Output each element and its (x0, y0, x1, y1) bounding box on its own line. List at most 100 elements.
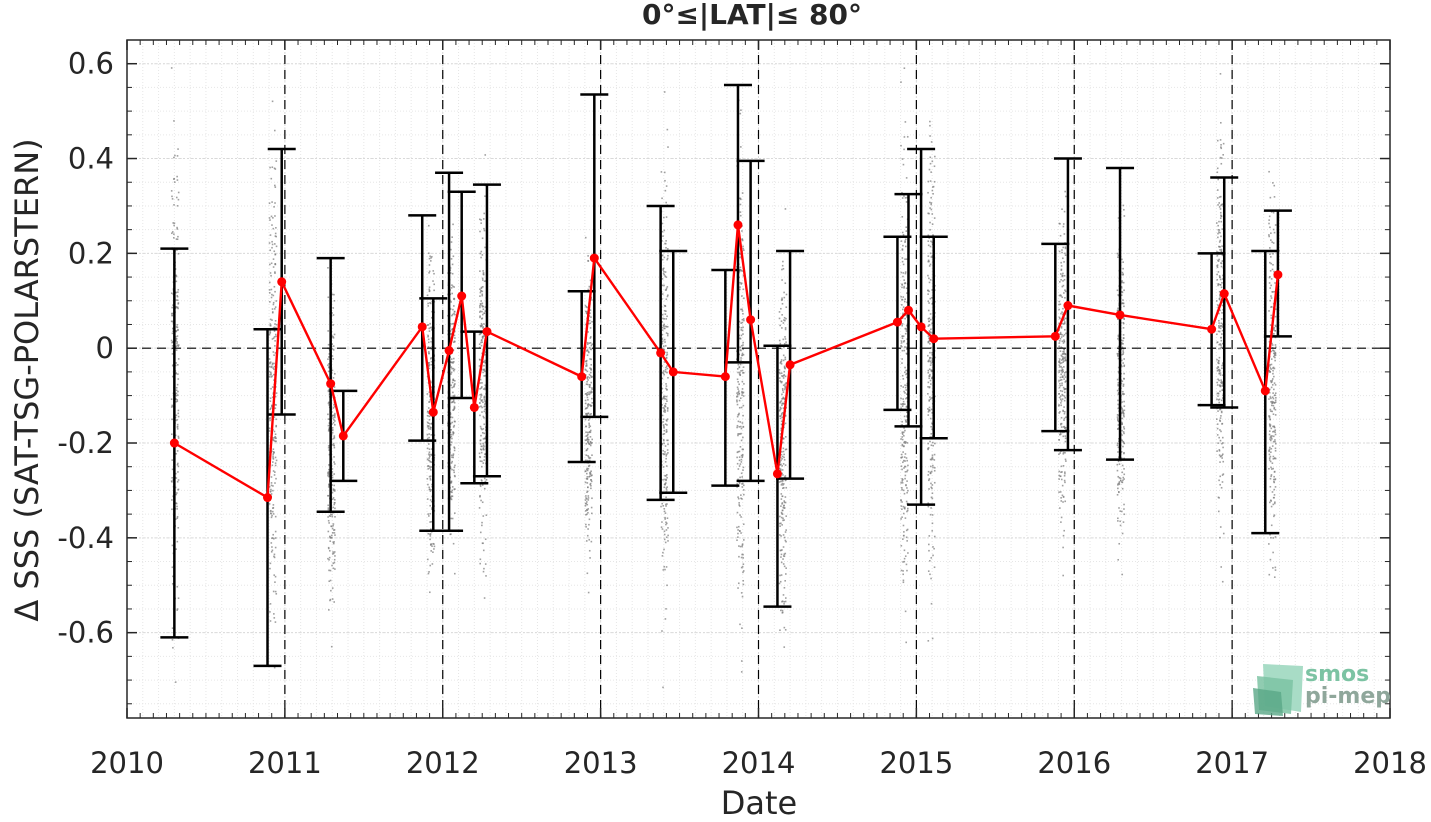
scatter-point (928, 479, 930, 482)
scatter-point (481, 336, 484, 339)
scatter-point (483, 398, 486, 401)
scatter-point (1062, 246, 1065, 249)
scatter-point (478, 343, 481, 345)
scatter-point (333, 551, 336, 553)
scatter-point (662, 424, 665, 426)
scatter-point (482, 462, 485, 464)
scatter-point (742, 312, 744, 315)
scatter-point (781, 549, 783, 551)
scatter-point (1063, 351, 1065, 353)
scatter-point (736, 424, 739, 427)
scatter-point (171, 314, 173, 317)
scatter-point (482, 308, 485, 311)
scatter-point (426, 437, 429, 440)
scatter-point (174, 330, 177, 332)
scatter-point (666, 410, 669, 412)
scatter-point (332, 421, 335, 424)
scatter-point (274, 345, 276, 347)
scatter-point (930, 347, 932, 349)
scatter-point (902, 234, 905, 236)
scatter-point (589, 440, 592, 443)
scatter-point (739, 463, 742, 465)
scatter-point (333, 436, 336, 439)
scatter-point (174, 291, 177, 294)
scatter-point (1269, 261, 1271, 264)
scatter-point (428, 475, 431, 478)
scatter-point (332, 349, 335, 351)
scatter-point (1117, 399, 1119, 402)
scatter-point (453, 286, 455, 288)
scatter-point (588, 422, 590, 425)
scatter-point (905, 373, 907, 376)
scatter-point (271, 537, 273, 540)
scatter-point (929, 279, 932, 281)
scatter-point (177, 358, 180, 360)
scatter-point (784, 328, 787, 331)
scatter-point (906, 487, 908, 489)
scatter-point (902, 308, 904, 311)
scatter-point (778, 317, 781, 320)
scatter-point (172, 327, 174, 330)
scatter-point (738, 390, 740, 392)
scatter-point (1274, 566, 1277, 569)
scatter-point (740, 592, 743, 594)
scatter-point (665, 455, 668, 457)
scatter-point (661, 313, 664, 316)
scatter-point (269, 301, 271, 303)
scatter-point (782, 450, 785, 453)
scatter-point (479, 270, 481, 272)
scatter-point (1218, 372, 1221, 375)
scatter-point (933, 165, 936, 168)
scatter-point (273, 474, 276, 476)
scatter-point (1273, 430, 1275, 433)
scatter-point (783, 316, 786, 319)
scatter-point (587, 499, 590, 501)
scatter-point (327, 430, 330, 432)
scatter-point (431, 508, 433, 511)
scatter-point (429, 477, 432, 480)
scatter-point (900, 271, 903, 274)
scatter-point (1062, 272, 1064, 275)
scatter-point (428, 436, 430, 439)
scatter-point (1219, 211, 1222, 214)
scatter-point (737, 391, 740, 394)
scatter-point (1123, 412, 1125, 415)
scatter-point (1217, 510, 1220, 513)
scatter-point (1273, 406, 1276, 409)
scatter-point (587, 403, 590, 405)
scatter-point (665, 185, 668, 187)
scatter-point (332, 497, 335, 499)
scatter-point (430, 386, 433, 388)
scatter-point (450, 373, 452, 375)
scatter-point (271, 100, 274, 103)
scatter-point (900, 403, 902, 406)
scatter-point (429, 322, 431, 325)
scatter-point (452, 357, 455, 360)
scatter-point (664, 189, 667, 192)
scatter-point (450, 371, 453, 374)
scatter-point (272, 489, 274, 492)
scatter-point (780, 407, 782, 410)
scatter-point (666, 353, 669, 356)
scatter-point (328, 453, 331, 456)
scatter-point (931, 458, 934, 460)
scatter-point (452, 400, 455, 403)
scatter-point (429, 475, 432, 478)
scatter-point (270, 376, 273, 378)
scatter-point (736, 393, 739, 396)
scatter-point (736, 483, 738, 485)
scatter-point (271, 514, 273, 517)
scatter-point (742, 484, 745, 487)
scatter-point (591, 402, 594, 404)
scatter-point (586, 572, 589, 575)
scatter-point (1117, 517, 1119, 520)
scatter-point (906, 376, 908, 379)
scatter-point (1063, 352, 1066, 355)
scatter-point (590, 540, 593, 543)
scatter-point (902, 378, 905, 380)
scatter-point (1220, 248, 1223, 251)
scatter-point (741, 483, 743, 485)
scatter-point (173, 224, 175, 227)
scatter-point (927, 447, 930, 449)
scatter-point (176, 226, 178, 229)
